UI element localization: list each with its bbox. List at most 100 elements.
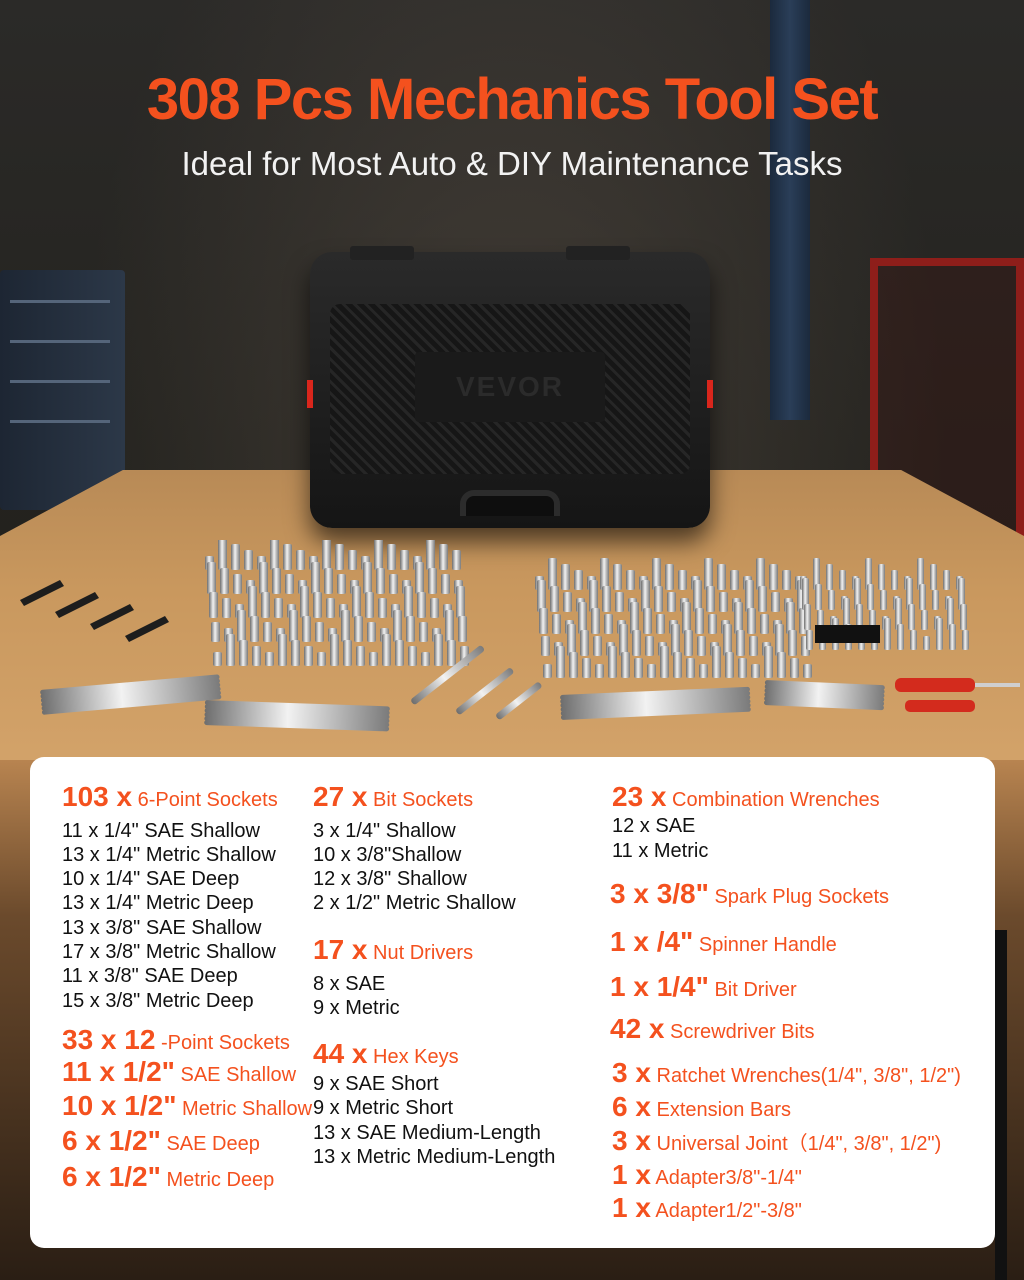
socket: [604, 614, 613, 634]
screwdriver-shaft: [975, 683, 1020, 687]
socket: [252, 646, 261, 666]
socket: [591, 608, 600, 634]
socket: [786, 602, 795, 634]
wrench: [204, 708, 390, 720]
wrench: [41, 686, 221, 707]
bit-holder: [815, 625, 880, 643]
list-item: 11 x 1/2" SAE Shallow: [62, 1056, 297, 1087]
socket: [947, 598, 954, 630]
socket: [699, 664, 708, 678]
list-item: 1 x Adapter1/2"-3/8": [612, 1192, 802, 1223]
socket: [415, 562, 424, 594]
list-item: 9 x SAE Short: [313, 1073, 439, 1095]
socket: [369, 652, 378, 666]
socket: [209, 592, 218, 618]
socket: [921, 610, 928, 630]
socket: [458, 616, 467, 642]
socket: [936, 618, 943, 650]
heading-combination-wrenches: 23 x Combination Wrenches: [612, 781, 880, 812]
socket: [815, 584, 822, 610]
socket: [285, 574, 294, 594]
socket: [621, 652, 630, 678]
socket: [634, 658, 643, 678]
socket: [884, 618, 891, 650]
subtitle: Ideal for Most Auto & DIY Maintenance Ta…: [181, 145, 843, 182]
socket: [428, 568, 437, 594]
socket: [326, 598, 335, 618]
socket: [222, 598, 231, 618]
socket: [788, 630, 797, 656]
socket: [626, 570, 635, 590]
socket: [775, 624, 784, 656]
socket: [543, 664, 552, 678]
socket: [537, 580, 546, 612]
socket: [272, 568, 281, 594]
socket: [684, 630, 693, 656]
hex-key: [125, 616, 169, 642]
case-handle: [460, 490, 560, 516]
socket: [456, 586, 465, 618]
socket: [218, 540, 227, 570]
list-item: 6 x 1/2" Metric Deep: [62, 1161, 275, 1192]
socket: [695, 608, 704, 634]
socket: [630, 602, 639, 634]
socket: [400, 550, 409, 570]
wrench: [204, 700, 390, 712]
ratchet: [496, 682, 542, 720]
socket: [213, 652, 222, 666]
socket: [758, 586, 767, 612]
tool-cabinet: [0, 270, 125, 510]
list-item: 1 x Adapter3/8"-1/4": [612, 1159, 802, 1190]
wrench: [764, 680, 885, 691]
socket: [589, 580, 598, 612]
socket: [569, 652, 578, 678]
wrench: [764, 696, 885, 707]
wrench: [40, 682, 221, 703]
socket: [382, 634, 391, 666]
socket: [790, 658, 799, 678]
socket: [322, 540, 331, 570]
socket: [354, 616, 363, 642]
socket: [259, 562, 268, 594]
socket: [760, 614, 769, 634]
socket: [207, 562, 216, 594]
socket: [738, 658, 747, 678]
socket: [445, 610, 454, 642]
list-item: 9 x Metric Short: [313, 1097, 454, 1119]
socket: [574, 570, 583, 590]
socket: [421, 652, 430, 666]
socket: [704, 558, 713, 590]
socket: [365, 592, 374, 618]
socket: [263, 622, 272, 642]
wrench: [204, 712, 390, 724]
list-item: 2 x 1/2" Metric Shallow: [313, 892, 516, 914]
socket: [839, 570, 846, 590]
socket: [895, 598, 902, 630]
socket: [958, 578, 965, 610]
socket: [803, 664, 812, 678]
socket: [777, 652, 786, 678]
socket: [697, 636, 706, 656]
list-item: 13 x 1/4" Metric Deep: [62, 892, 254, 914]
heading-nut-drivers: 17 x Nut Drivers: [313, 934, 474, 965]
socket: [917, 558, 924, 590]
heading-12-point-sockets: 33 x 12 -Point Sockets: [62, 1024, 290, 1055]
socket: [602, 586, 611, 612]
socket: [289, 610, 298, 642]
socket: [749, 636, 758, 656]
socket: [337, 574, 346, 594]
socket: [239, 640, 248, 666]
socket: [771, 592, 780, 612]
socket: [582, 658, 591, 678]
list-item: 3 x 1/4" Shallow: [313, 820, 456, 842]
socket: [717, 564, 726, 590]
socket: [756, 558, 765, 590]
socket: [430, 598, 439, 618]
socket: [708, 614, 717, 634]
socket: [734, 602, 743, 634]
list-item: 6 x Extension Bars: [612, 1091, 792, 1122]
socket: [447, 640, 456, 666]
socket: [265, 652, 274, 666]
socket: [613, 564, 622, 590]
wrench: [560, 698, 751, 712]
